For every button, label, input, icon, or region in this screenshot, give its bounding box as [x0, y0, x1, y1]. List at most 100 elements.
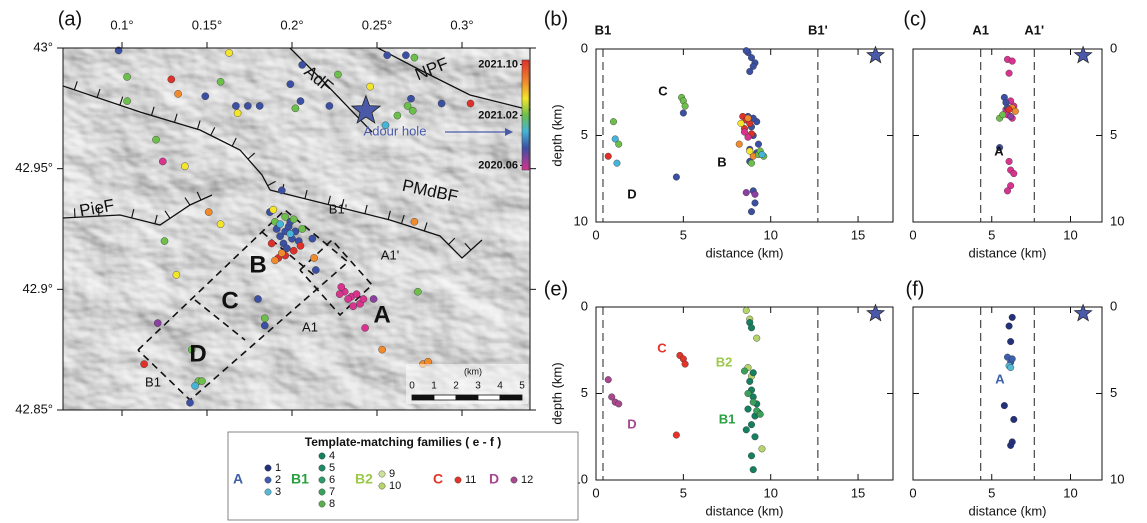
data-point — [402, 51, 410, 60]
x-axis-label: distance (km) — [968, 503, 1046, 518]
data-point — [741, 128, 749, 136]
data-point — [746, 377, 754, 385]
fault-tick — [119, 96, 124, 106]
data-point — [996, 144, 1004, 152]
scalebar-segment — [455, 394, 479, 401]
annotation: B1 — [719, 411, 736, 426]
annotation: B2 — [716, 354, 733, 369]
fault-tick — [231, 137, 237, 147]
legend-swatch — [378, 470, 386, 478]
data-point — [407, 94, 415, 103]
scalebar-segment — [433, 394, 457, 401]
annotation: D — [627, 416, 636, 431]
data-point — [296, 242, 305, 250]
data-point — [359, 295, 368, 303]
data-point — [276, 232, 284, 241]
scalebar-label: 4 — [497, 381, 503, 392]
data-point — [289, 246, 298, 255]
y-tick-label: 0 — [1110, 298, 1117, 313]
data-point — [186, 398, 194, 407]
data-point — [1005, 157, 1013, 165]
data-point — [747, 208, 755, 216]
x-tick-label: 10 — [1063, 227, 1077, 242]
x-tick-label: 0 — [592, 227, 599, 242]
data-point — [1008, 355, 1016, 363]
colorbar-label: 2021.02 — [478, 109, 518, 121]
x-tick-label: 5 — [680, 227, 687, 242]
data-point — [408, 106, 417, 115]
data-point — [254, 295, 262, 303]
fault-tick — [400, 214, 405, 224]
data-point — [742, 47, 750, 55]
fault-tick — [341, 199, 345, 209]
legend-swatch — [318, 476, 326, 484]
data-point — [1010, 415, 1018, 423]
fault-tick — [196, 191, 202, 201]
data-point — [277, 186, 286, 195]
data-point — [608, 393, 616, 401]
fault-tick — [304, 189, 308, 199]
data-point — [325, 102, 334, 110]
x-axis-label: distance (km) — [705, 245, 783, 260]
section-box — [194, 299, 246, 341]
y-tick-label: 10 — [1110, 213, 1124, 228]
data-point — [361, 324, 369, 332]
data-point — [393, 111, 402, 120]
panel-label: (c) — [903, 8, 926, 30]
data-point — [291, 104, 300, 113]
data-point — [271, 256, 279, 265]
section-label: B1 — [595, 22, 612, 37]
fault-tick — [387, 210, 391, 220]
fault-tick — [423, 222, 428, 232]
annotation: B — [249, 251, 266, 278]
x-tick-label: 15 — [851, 485, 865, 500]
data-point — [311, 266, 320, 274]
fault — [289, 48, 373, 133]
legend-swatch — [318, 452, 326, 460]
data-point — [276, 220, 284, 228]
scalebar-unit: (km) — [464, 366, 482, 376]
data-point — [753, 334, 761, 342]
x-tick-label: 0.1° — [110, 17, 133, 32]
legend-swatch — [264, 488, 272, 496]
legend-group: D — [489, 471, 499, 487]
legend-box — [227, 431, 579, 521]
data-point — [747, 452, 755, 460]
x-tick-label: 5 — [988, 485, 995, 500]
data-point — [1007, 364, 1015, 372]
x-tick-label: 0 — [909, 485, 916, 500]
data-point — [123, 97, 131, 105]
data-point — [681, 102, 689, 110]
fault-tick — [210, 127, 216, 136]
legend-label: 7 — [329, 486, 335, 498]
annotation: A1' — [381, 247, 399, 262]
x-tick-label: 0.2° — [280, 17, 303, 32]
data-point — [225, 49, 233, 57]
data-point — [604, 376, 612, 384]
fault-tick — [448, 237, 456, 245]
y-axis-label: depth (km) — [549, 362, 564, 424]
legend-label: 6 — [329, 474, 335, 486]
scalebar-label: 3 — [475, 381, 481, 392]
data-point — [747, 159, 755, 167]
plot-frame — [912, 306, 1103, 481]
data-point — [413, 287, 422, 296]
legend-label: 3 — [275, 486, 281, 498]
data-point — [344, 295, 352, 303]
y-tick-label: 42.9° — [22, 281, 53, 296]
data-point — [243, 102, 252, 110]
data-point — [191, 382, 199, 390]
y-axis-label: depth (km) — [549, 104, 564, 166]
data-point — [681, 360, 689, 368]
data-point — [749, 398, 757, 406]
data-point — [1007, 182, 1015, 190]
section-box — [299, 238, 374, 317]
data-point — [308, 234, 317, 243]
data-point — [758, 445, 766, 453]
fault-tick — [196, 120, 201, 130]
data-point — [160, 237, 169, 245]
x-tick-label: 5 — [680, 485, 687, 500]
data-point — [466, 99, 475, 108]
data-point — [679, 109, 687, 117]
data-point — [366, 82, 374, 91]
